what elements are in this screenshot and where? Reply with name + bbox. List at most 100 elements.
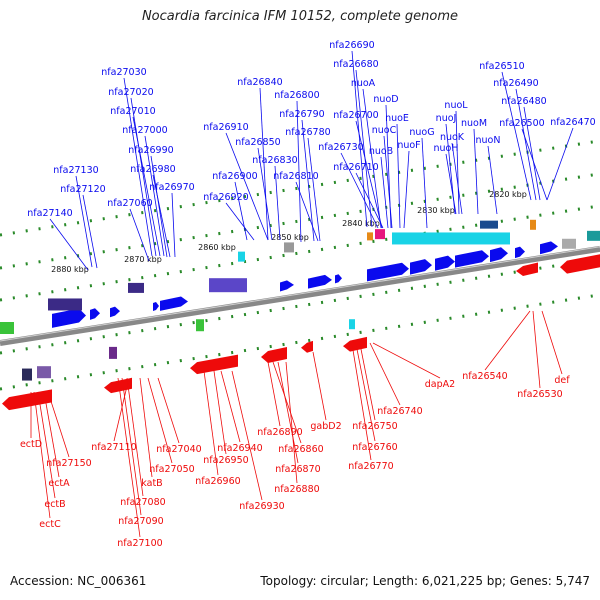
- gene-domain-block: [562, 238, 576, 249]
- forward-gene-label: nfa26690: [329, 40, 374, 51]
- forward-gene-arrow: [335, 274, 342, 284]
- reverse-leader-line: [532, 310, 541, 389]
- forward-gene-label: nuoA: [351, 78, 376, 89]
- reverse-gene-arrow: [343, 336, 367, 352]
- gene-domain-block: [480, 220, 498, 229]
- reverse-gene-label: katB: [141, 478, 162, 489]
- gene-domain-block: [128, 282, 144, 293]
- forward-leader-line: [351, 50, 368, 228]
- forward-gene-label: nfa27020: [108, 87, 153, 98]
- map-title: Nocardia farcinica IFM 10152, complete g…: [141, 9, 459, 24]
- reverse-gene-label: nfa27100: [117, 538, 162, 549]
- forward-gene-label: nuoL: [444, 100, 468, 111]
- forward-gene-label: nfa26790: [279, 109, 324, 120]
- reverse-gene-label: gabD2: [310, 421, 341, 432]
- accession-label: Accession: NC_006361: [10, 574, 147, 588]
- forward-gene-label: nfa27000: [122, 125, 167, 136]
- forward-leader-line: [274, 165, 281, 241]
- gene-domain-block: [587, 230, 600, 241]
- reverse-gene-label: nfa26760: [352, 442, 397, 453]
- forward-leader-line: [150, 155, 168, 258]
- forward-gene-label: nfa26710: [333, 162, 378, 173]
- forward-leader-line: [340, 152, 379, 229]
- gene-domain-block: [284, 242, 294, 253]
- reverse-gene-label: nfa26540: [462, 371, 507, 382]
- forward-leader-line: [403, 150, 410, 229]
- reverse-gene-label: ectA: [48, 478, 70, 489]
- reverse-leader-line: [203, 370, 219, 476]
- forward-gene-label: nfa27120: [60, 184, 105, 195]
- forward-gene-label: nfa26510: [479, 61, 524, 72]
- forward-gene-label: nfa26730: [318, 142, 363, 153]
- forward-gene-label: nfa26470: [550, 117, 595, 128]
- reverse-gene-label: nfa27040: [156, 444, 201, 455]
- forward-gene-label: nuoE: [385, 113, 409, 124]
- gene-domain-block: [37, 366, 51, 379]
- reverse-leader-line: [213, 370, 227, 455]
- reverse-leader-line: [359, 343, 376, 421]
- forward-gene-label: nuoB: [369, 146, 393, 157]
- scale-tick-label: 2880 kbp: [51, 265, 89, 274]
- forward-gene-label: nuoK: [440, 132, 465, 143]
- forward-gene-arrow: [367, 262, 409, 282]
- reverse-leader-line: [231, 370, 263, 501]
- forward-gene-label: nuoG: [409, 127, 434, 138]
- scale-tick-label: 2830 kbp: [417, 206, 455, 215]
- reverse-leader-line: [220, 370, 241, 443]
- reverse-gene-arrow: [301, 340, 313, 353]
- forward-gene-label: nfa27140: [27, 208, 72, 219]
- forward-leader-line: [152, 174, 171, 258]
- forward-gene-label: nfa26850: [235, 137, 280, 148]
- forward-gene-arrow: [153, 302, 159, 311]
- forward-leader-line: [295, 181, 319, 242]
- reverse-gene-label: nfa27150: [46, 458, 91, 469]
- gene-domain-block: [48, 298, 82, 311]
- scale-tick-label: 2820 kbp: [489, 190, 527, 199]
- reverse-leader-line: [139, 377, 153, 478]
- reverse-gene-label: nfa26880: [274, 484, 319, 495]
- tick-track: [0, 257, 600, 355]
- reverse-gene-label: nfa26930: [239, 501, 284, 512]
- forward-gene-arrow: [308, 274, 332, 289]
- reverse-gene-label: nfa26890: [257, 427, 302, 438]
- reverse-leader-line: [355, 343, 376, 442]
- forward-leader-line: [129, 208, 150, 262]
- forward-gene-arrow: [435, 255, 455, 271]
- forward-leader-line: [225, 132, 269, 241]
- gene-domain-block: [367, 232, 373, 241]
- reverse-gene-label: nfa27110: [91, 442, 136, 453]
- reverse-gene-arrow: [261, 346, 287, 364]
- forward-leader-line: [362, 88, 382, 229]
- forward-leader-line: [380, 156, 389, 229]
- forward-gene-label: nfa26800: [274, 90, 319, 101]
- forward-leader-line: [455, 110, 460, 215]
- reverse-leader-line: [277, 361, 299, 464]
- reverse-gene-label: nfa27050: [149, 464, 194, 475]
- reverse-leader-line: [47, 391, 70, 458]
- gene-domain-block: [392, 232, 510, 245]
- reverse-gene-label: nfa26530: [517, 389, 562, 400]
- forward-gene-label: nuoJ: [436, 113, 457, 124]
- scale-tick-label: 2840 kbp: [342, 219, 380, 228]
- reverse-gene-label: def: [554, 375, 570, 386]
- forward-gene-label: nfa26900: [212, 171, 257, 182]
- gene-domain-block: [238, 251, 245, 262]
- forward-leader-line: [307, 137, 321, 242]
- reverse-gene-label: nfa26860: [278, 444, 323, 455]
- forward-gene-arrow: [110, 306, 120, 318]
- scale-tick-label: 2850 kbp: [271, 233, 309, 242]
- forward-gene-label: nfa27060: [107, 198, 152, 209]
- forward-gene-arrow: [455, 250, 489, 268]
- forward-leader-line: [355, 172, 384, 229]
- tick-track: [0, 293, 600, 391]
- forward-gene-arrow: [515, 246, 525, 259]
- forward-gene-label: nuoF: [397, 140, 420, 151]
- reverse-gene-label: nfa26740: [377, 406, 422, 417]
- forward-gene-label: nfa27010: [110, 106, 155, 117]
- forward-gene-label: nuoC: [372, 125, 397, 136]
- scale-tick-label: 2860 kbp: [198, 243, 236, 252]
- forward-gene-label: nfa26810: [273, 171, 318, 182]
- forward-gene-label: nfa26990: [128, 145, 173, 156]
- reverse-gene-label: nfa26770: [348, 461, 393, 472]
